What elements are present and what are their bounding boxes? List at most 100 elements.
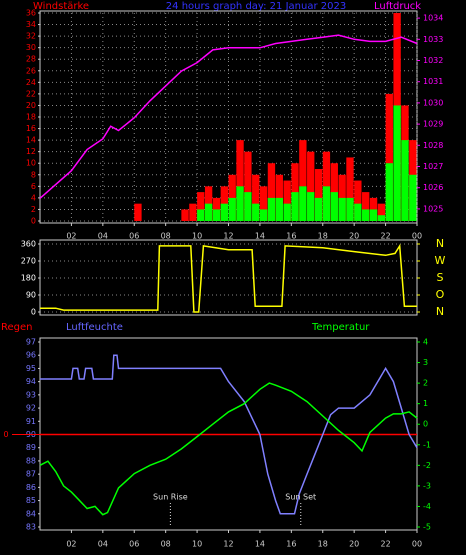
bar bbox=[236, 186, 244, 221]
bar bbox=[204, 186, 213, 221]
y2-tick-label: S bbox=[437, 271, 444, 284]
bar bbox=[362, 209, 370, 221]
y-tick-label: 88 bbox=[26, 456, 36, 465]
y-tick-label: 6 bbox=[31, 182, 36, 191]
x-tick-label: 00 bbox=[412, 540, 422, 549]
y2-tick-label: 1027 bbox=[423, 162, 443, 171]
y2-tick-label: -4 bbox=[423, 502, 431, 511]
y2-tick-label: 1033 bbox=[423, 35, 443, 44]
bar bbox=[267, 197, 276, 221]
y-tick-label: 92 bbox=[26, 404, 36, 413]
y2-tick-label: 3 bbox=[423, 358, 428, 367]
y-tick-label: 32 bbox=[26, 32, 36, 41]
y-tick-label: 0 bbox=[31, 308, 36, 317]
y-tick-label: 8 bbox=[31, 170, 36, 179]
y2-tick-label: 1028 bbox=[423, 141, 443, 150]
y-tick-label: 2 bbox=[31, 205, 36, 214]
x-tick-label: 04 bbox=[98, 232, 108, 241]
bar bbox=[401, 140, 409, 221]
bar bbox=[244, 151, 252, 221]
line-series bbox=[39, 382, 418, 516]
x-tick-label: 22 bbox=[380, 540, 390, 549]
y2-tick-label: 1030 bbox=[423, 98, 443, 107]
y-tick-label: 24 bbox=[26, 78, 36, 87]
y-tick-label: 90 bbox=[26, 291, 36, 300]
y3-tick-label: 0 bbox=[3, 430, 8, 439]
x-tick-label: 14 bbox=[255, 232, 265, 241]
bar bbox=[314, 197, 323, 221]
bar bbox=[220, 186, 228, 221]
x-tick-label: 10 bbox=[192, 232, 202, 241]
y-tick-label: 91 bbox=[26, 417, 36, 426]
bar bbox=[377, 215, 386, 221]
bar bbox=[212, 209, 221, 221]
x-tick-label: 20 bbox=[349, 232, 359, 241]
y-tick-label: 96 bbox=[26, 351, 36, 360]
bar bbox=[267, 163, 276, 221]
y-tick-label: 85 bbox=[26, 496, 36, 505]
y2-tick-label: 1031 bbox=[423, 77, 443, 86]
x-tick-label: 18 bbox=[318, 540, 328, 549]
y-tick-label: 95 bbox=[26, 364, 36, 373]
bar bbox=[197, 209, 205, 221]
bar bbox=[236, 140, 244, 221]
y-tick-label: 20 bbox=[26, 101, 36, 110]
bar bbox=[393, 105, 401, 221]
y-tick-label: 28 bbox=[26, 55, 36, 64]
x-tick-label: 18 bbox=[318, 232, 328, 241]
y-tick-label: 89 bbox=[26, 443, 36, 452]
annotation: Sun Rise bbox=[153, 493, 188, 502]
x-tick-label: 22 bbox=[380, 232, 390, 241]
y-tick-label: 34 bbox=[26, 20, 36, 29]
y2-tick-label: 1029 bbox=[423, 120, 443, 129]
y2-tick-label: -1 bbox=[423, 440, 431, 449]
bar bbox=[275, 197, 283, 221]
bar bbox=[299, 186, 307, 221]
bar bbox=[259, 186, 268, 221]
y-tick-label: 97 bbox=[26, 338, 36, 347]
bar bbox=[346, 157, 354, 221]
bar bbox=[189, 203, 197, 221]
bar bbox=[330, 192, 338, 221]
y-tick-label: 84 bbox=[26, 509, 36, 518]
x-tick-label: 02 bbox=[66, 540, 76, 549]
bar bbox=[314, 169, 323, 221]
y-tick-label: 83 bbox=[26, 523, 36, 532]
y2-tick-label: O bbox=[436, 288, 445, 301]
y2-tick-label: 0 bbox=[423, 420, 428, 429]
y2-tick-label: 1025 bbox=[423, 204, 443, 213]
y2-tick-label: 2 bbox=[423, 379, 428, 388]
temperature-label: Temperatur bbox=[311, 322, 370, 333]
y2-tick-label: N bbox=[436, 237, 444, 250]
y-tick-label: 180 bbox=[21, 274, 36, 283]
y-tick-label: 87 bbox=[26, 470, 36, 479]
bar bbox=[197, 192, 205, 221]
y-tick-label: 94 bbox=[26, 377, 36, 386]
chart-title: 24 hours graph day: 21 Januar 2023 bbox=[166, 1, 346, 12]
bar bbox=[252, 174, 260, 221]
bar bbox=[244, 192, 252, 221]
x-tick-label: 08 bbox=[161, 540, 171, 549]
y-tick-label: 26 bbox=[26, 66, 36, 75]
y2-tick-label: W bbox=[435, 254, 446, 267]
x-tick-label: 08 bbox=[161, 232, 171, 241]
y2-tick-label: 1026 bbox=[423, 183, 443, 192]
x-tick-label: 04 bbox=[98, 540, 108, 549]
humidity-label: Luftfeuchte bbox=[66, 322, 123, 333]
y2-tick-label: 1034 bbox=[423, 14, 443, 23]
bar bbox=[307, 192, 315, 221]
bar bbox=[228, 197, 236, 221]
line-series bbox=[40, 243, 417, 313]
line-series bbox=[39, 34, 418, 199]
bar bbox=[134, 203, 142, 221]
y-tick-label: 16 bbox=[26, 124, 36, 133]
y-tick-label: 0 bbox=[31, 217, 36, 226]
bar bbox=[409, 174, 417, 221]
pressure-label: Luftdruck bbox=[374, 1, 421, 12]
x-tick-label: 12 bbox=[223, 232, 233, 241]
y-tick-label: 360 bbox=[21, 240, 36, 249]
y2-tick-label: -5 bbox=[423, 523, 431, 532]
y-tick-label: 12 bbox=[26, 147, 36, 156]
bar bbox=[369, 209, 378, 221]
